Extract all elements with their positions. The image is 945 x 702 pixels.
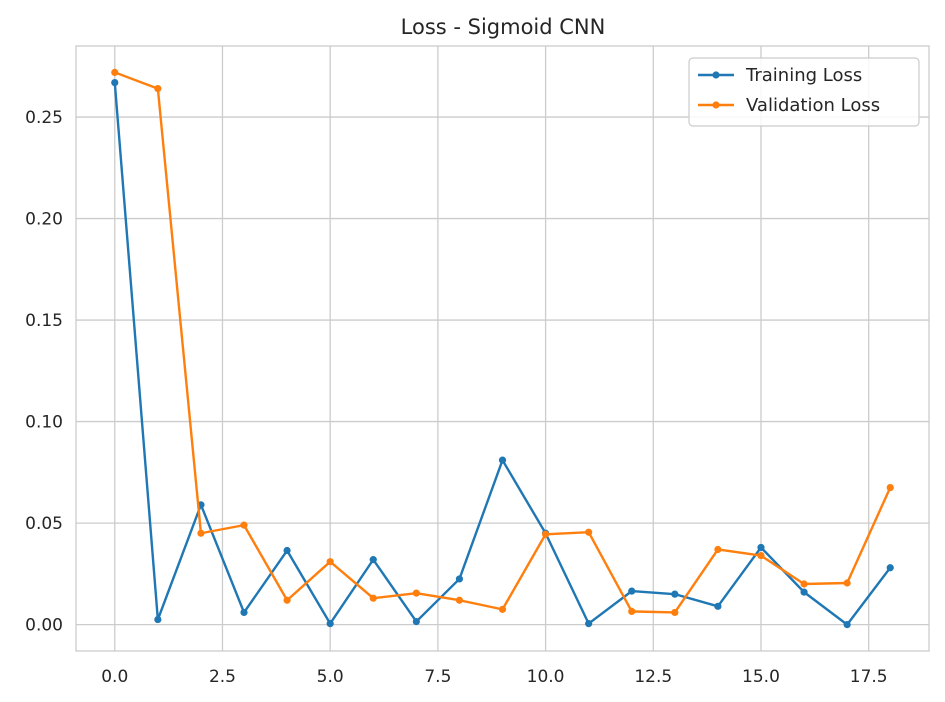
data-point	[154, 615, 162, 624]
data-point	[111, 78, 119, 87]
data-point	[671, 590, 679, 598]
data-point	[369, 556, 377, 564]
data-point	[197, 529, 205, 537]
data-point	[326, 558, 334, 566]
data-point	[111, 68, 119, 76]
x-tick-label: 5.0	[317, 667, 344, 687]
data-point	[541, 530, 550, 538]
y-tick-label: 0.20	[25, 210, 63, 230]
x-tick-label: 7.5	[424, 667, 451, 687]
data-point	[240, 608, 248, 617]
x-tick-label: 12.5	[634, 667, 672, 687]
data-point	[800, 588, 808, 596]
data-point	[843, 579, 851, 587]
data-point	[671, 608, 679, 617]
data-point	[585, 619, 593, 628]
legend-label: Training Loss	[745, 65, 862, 86]
data-point	[154, 85, 162, 93]
chart-title: Loss - Sigmoid CNN	[401, 15, 606, 39]
data-point	[412, 589, 420, 597]
data-point	[498, 605, 507, 613]
plot-area: 0.0 2.5 5.0 7.5 10.0 12.5 15.0 17.5 0.00 0.05 0.10…	[25, 45, 930, 687]
legend-box	[688, 57, 920, 127]
y-tick-label: 0.05	[25, 514, 63, 534]
x-tick-label: 17.5	[850, 667, 888, 687]
legend-swatch-marker	[712, 101, 720, 109]
x-tick-label: 0.0	[101, 667, 128, 687]
data-point	[843, 621, 851, 629]
plot-frame	[75, 45, 930, 652]
data-point	[585, 528, 593, 536]
x-tick-label: 10.0	[527, 667, 565, 687]
data-point	[757, 543, 765, 552]
data-point	[412, 617, 420, 626]
data-point	[455, 575, 464, 583]
y-tick-label: 0.00	[25, 616, 63, 636]
data-point	[326, 619, 334, 628]
data-point	[455, 596, 464, 604]
data-point	[800, 580, 808, 588]
data-point	[498, 456, 507, 464]
data-point	[886, 564, 894, 572]
data-point	[757, 551, 765, 560]
data-point	[369, 594, 377, 602]
data-point	[628, 607, 636, 616]
legend-label: Validation Loss	[746, 95, 880, 116]
x-tick-label: 15.0	[742, 667, 780, 687]
y-tick-label: 0.25	[25, 108, 63, 128]
y-tick-label: 0.10	[25, 413, 63, 433]
legend-swatch-marker	[712, 71, 720, 79]
x-tick-label: 2.5	[209, 667, 236, 687]
data-point	[240, 521, 248, 529]
legend: Training Loss Validation Loss	[688, 57, 920, 127]
data-point	[886, 483, 894, 492]
data-point	[283, 546, 291, 555]
y-tick-label: 0.15	[25, 311, 63, 331]
data-point	[283, 596, 291, 604]
data-point	[628, 587, 636, 595]
data-point	[714, 602, 722, 610]
data-point	[714, 545, 722, 554]
